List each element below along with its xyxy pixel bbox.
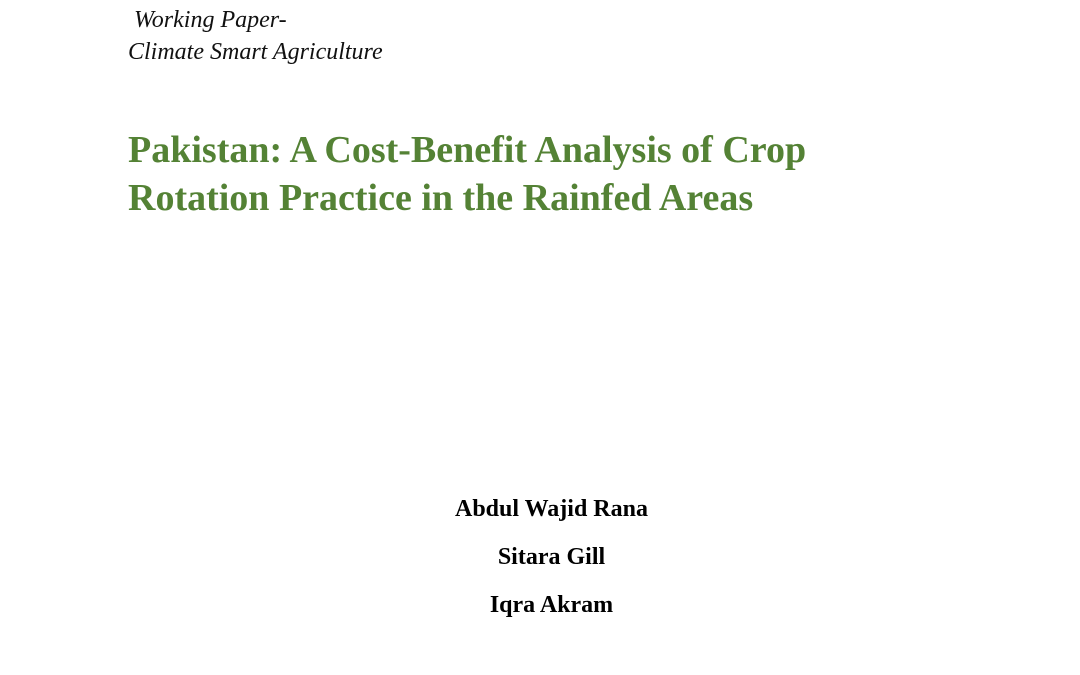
author: Sitara Gill <box>497 544 606 570</box>
author: Iqra Akram <box>489 592 614 618</box>
title-line: Pakistan: A Cost-Benefit Analysis of Cro… <box>128 129 807 171</box>
series-label: Working Paper- <box>134 7 287 33</box>
title-line: Rotation Practice in the Rainfed Areas <box>128 177 754 219</box>
title: Pakistan: A Cost-Benefit Analysis of Cro… <box>128 126 806 222</box>
author: Abdul Wajid Rana <box>455 496 648 522</box>
subseries-label: Climate Smart Agriculture <box>128 39 383 65</box>
